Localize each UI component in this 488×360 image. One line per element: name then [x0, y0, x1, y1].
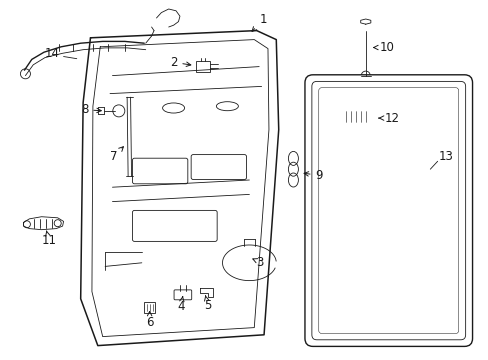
Text: 5: 5: [203, 296, 211, 312]
Text: 13: 13: [438, 150, 452, 163]
FancyBboxPatch shape: [174, 290, 191, 300]
Text: 12: 12: [378, 112, 399, 125]
Text: 3: 3: [252, 256, 264, 269]
FancyBboxPatch shape: [340, 106, 375, 126]
Text: 9: 9: [304, 169, 323, 182]
Text: 6: 6: [145, 311, 153, 329]
FancyBboxPatch shape: [305, 75, 471, 346]
Text: 7: 7: [109, 147, 123, 163]
Text: 2: 2: [169, 56, 190, 69]
FancyBboxPatch shape: [318, 88, 458, 333]
Text: 4: 4: [177, 297, 184, 312]
Bar: [144, 302, 155, 313]
Text: 11: 11: [41, 231, 56, 247]
FancyBboxPatch shape: [311, 81, 465, 340]
Text: 1: 1: [251, 13, 266, 31]
FancyBboxPatch shape: [132, 158, 187, 184]
FancyBboxPatch shape: [132, 210, 217, 242]
Text: 8: 8: [81, 103, 101, 116]
Text: 10: 10: [373, 41, 394, 54]
Text: 14: 14: [45, 47, 60, 60]
Bar: [195, 61, 210, 72]
FancyBboxPatch shape: [191, 154, 246, 180]
